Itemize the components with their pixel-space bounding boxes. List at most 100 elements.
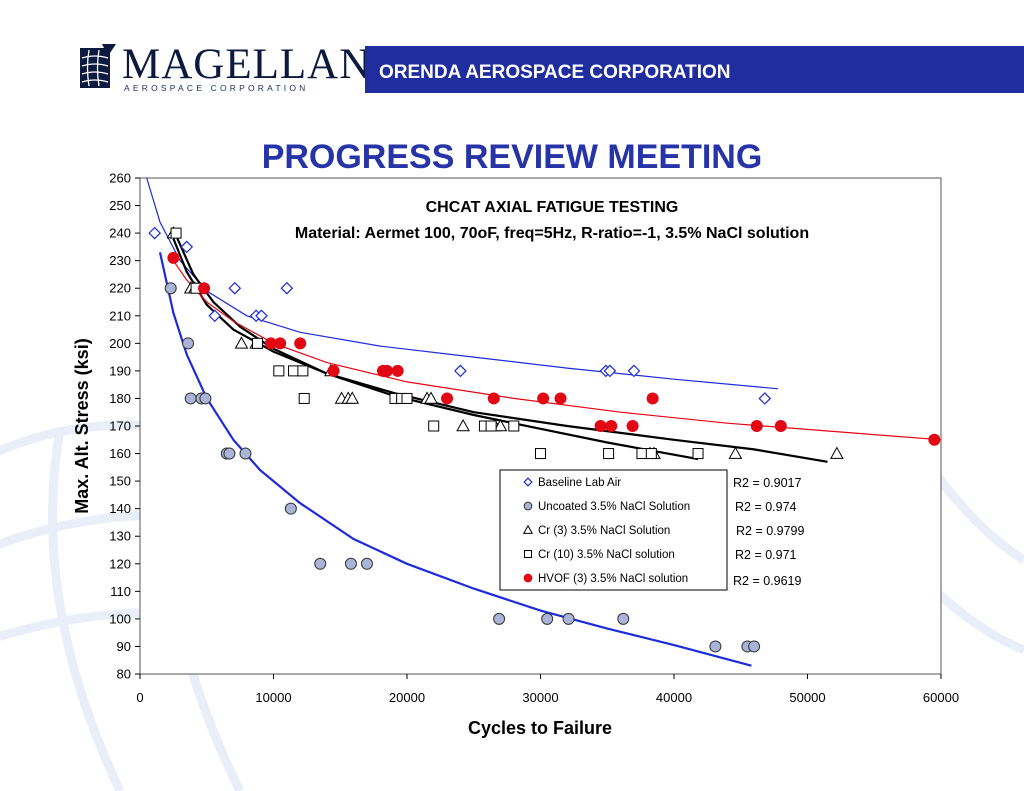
data-point-series-2 bbox=[830, 446, 844, 459]
data-point-series-0 bbox=[180, 240, 194, 254]
data-point-series-4 bbox=[391, 364, 404, 377]
r-squared-labels: R2 = 0.9017 R2 = 0.974 R2 = 0.9799 R2 = 0.9… bbox=[733, 476, 805, 588]
data-point-series-1 bbox=[748, 640, 761, 653]
data-point-series-3 bbox=[636, 448, 648, 460]
y-tick-label: 140 bbox=[109, 501, 131, 516]
data-point-series-3 bbox=[298, 392, 310, 404]
data-point-series-1 bbox=[164, 282, 177, 295]
data-point-series-0 bbox=[627, 364, 641, 378]
y-tick-label: 170 bbox=[109, 419, 131, 434]
y-tick-label: 230 bbox=[109, 253, 131, 268]
legend-marker-1 bbox=[523, 501, 533, 511]
data-point-series-0 bbox=[280, 281, 294, 295]
y-tick-label: 180 bbox=[109, 391, 131, 406]
data-point-series-0 bbox=[255, 309, 268, 323]
data-point-series-4 bbox=[441, 392, 454, 405]
legend-marker-2 bbox=[522, 524, 534, 534]
r-squared-label: R2 = 0.9017 bbox=[733, 476, 802, 490]
data-point-series-1 bbox=[344, 557, 357, 570]
chart-subtitle: Material: Aermet 100, 70oF, freq=5Hz, R-… bbox=[295, 225, 809, 242]
data-point-series-3 bbox=[273, 365, 285, 377]
r-squared-label: R2 = 0.9799 bbox=[736, 524, 805, 538]
data-point-series-3 bbox=[485, 420, 497, 432]
data-point-series-2 bbox=[493, 418, 508, 432]
legend-marker-0 bbox=[523, 477, 533, 487]
data-point-series-4 bbox=[626, 420, 639, 432]
y-tick-label: 250 bbox=[109, 198, 131, 213]
data-point-series-2 bbox=[728, 446, 743, 459]
data-point-series-4 bbox=[380, 364, 393, 377]
slide-title: PROGRESS REVIEW MEETING bbox=[261, 138, 763, 176]
legend-label: Cr (10) 3.5% NaCl solution bbox=[538, 549, 675, 561]
data-point-series-4 bbox=[198, 282, 211, 295]
x-tick-label: 10000 bbox=[255, 690, 291, 705]
data-point-series-0 bbox=[148, 226, 162, 240]
y-tick-label: 120 bbox=[109, 556, 131, 571]
data-point-series-2 bbox=[234, 336, 249, 349]
data-point-series-3 bbox=[297, 365, 309, 377]
legend-marker-3 bbox=[524, 550, 532, 558]
data-point-series-4 bbox=[167, 251, 180, 264]
data-point-series-3 bbox=[288, 365, 300, 377]
data-point-series-1 bbox=[360, 557, 373, 570]
data-point-series-3 bbox=[645, 448, 657, 460]
y-tick-label: 240 bbox=[109, 226, 131, 241]
logo-tagline: AEROSPACE CORPORATION bbox=[124, 83, 309, 93]
legend-box bbox=[499, 469, 728, 591]
x-tick-label: 0 bbox=[136, 690, 143, 705]
y-tick-label: 150 bbox=[109, 474, 131, 489]
data-point-series-4 bbox=[750, 420, 763, 432]
legend-label: Cr (3) 3.5% NaCl Solution bbox=[538, 525, 670, 537]
legend-marker-4 bbox=[523, 573, 533, 583]
data-point-series-1 bbox=[284, 502, 297, 515]
data-point-series-4 bbox=[537, 392, 550, 405]
data-point-series-1 bbox=[541, 612, 554, 625]
y-axis-label: Max. Alt. Stress (ksi) bbox=[72, 338, 92, 513]
r-squared-label: R2 = 0.9619 bbox=[733, 574, 802, 588]
data-point-series-4 bbox=[646, 392, 659, 405]
y-tick-label: 220 bbox=[109, 281, 131, 296]
trend-line-series-2 bbox=[172, 238, 828, 463]
logo-wordmark: MAGELLAN bbox=[122, 41, 372, 88]
y-tick-label: 210 bbox=[109, 308, 131, 323]
legend-label: Uncoated 3.5% NaCl Solution bbox=[538, 501, 690, 513]
y-tick-label: 160 bbox=[109, 446, 131, 461]
y-tick-label: 110 bbox=[110, 584, 131, 599]
x-tick-label: 30000 bbox=[522, 690, 558, 705]
plot-area bbox=[139, 177, 942, 675]
data-point-series-4 bbox=[487, 392, 500, 405]
x-tick-label: 60000 bbox=[923, 690, 959, 705]
y-tick-label: 260 bbox=[109, 171, 131, 186]
data-point-series-0 bbox=[228, 281, 242, 295]
trend-line-series-1 bbox=[158, 252, 752, 667]
chart-title: CHCAT AXIAL FATIGUE TESTING bbox=[426, 199, 679, 216]
y-tick-label: 80 bbox=[117, 667, 131, 682]
y-tick-label: 130 bbox=[109, 529, 131, 544]
data-point-series-3 bbox=[170, 227, 182, 239]
x-tick-label: 20000 bbox=[389, 690, 425, 705]
data-point-series-0 bbox=[758, 392, 772, 405]
x-tick-label: 50000 bbox=[789, 690, 825, 705]
data-point-series-2 bbox=[345, 391, 360, 404]
data-point-series-1 bbox=[493, 612, 506, 625]
axes: 0 10000 20000 30000 40000 50000 60000 80 90 100 11… bbox=[109, 171, 959, 706]
y-tick-label: 100 bbox=[109, 611, 131, 626]
data-point-series-1 bbox=[617, 612, 630, 625]
data-point-series-1 bbox=[562, 612, 575, 625]
data-point-series-4 bbox=[594, 420, 607, 432]
data-point-series-2 bbox=[456, 418, 470, 432]
data-point-series-4 bbox=[327, 364, 340, 377]
data-point-series-4 bbox=[605, 420, 618, 432]
legend-label: HVOF (3) 3.5% NaCl solution bbox=[538, 573, 688, 585]
data-point-series-1 bbox=[199, 392, 212, 405]
r-squared-label: R2 = 0.974 bbox=[735, 500, 797, 514]
globe-logo-icon bbox=[80, 44, 116, 88]
data-point-series-3 bbox=[603, 448, 615, 460]
data-point-series-3 bbox=[535, 448, 546, 460]
data-point-series-3 bbox=[428, 420, 440, 432]
data-point-series-0 bbox=[208, 309, 222, 323]
r-squared-label: R2 = 0.971 bbox=[735, 548, 797, 562]
legend: Baseline Lab Air Uncoated 3.5% NaCl Solut… bbox=[499, 469, 728, 591]
data-point-series-3 bbox=[508, 420, 520, 432]
